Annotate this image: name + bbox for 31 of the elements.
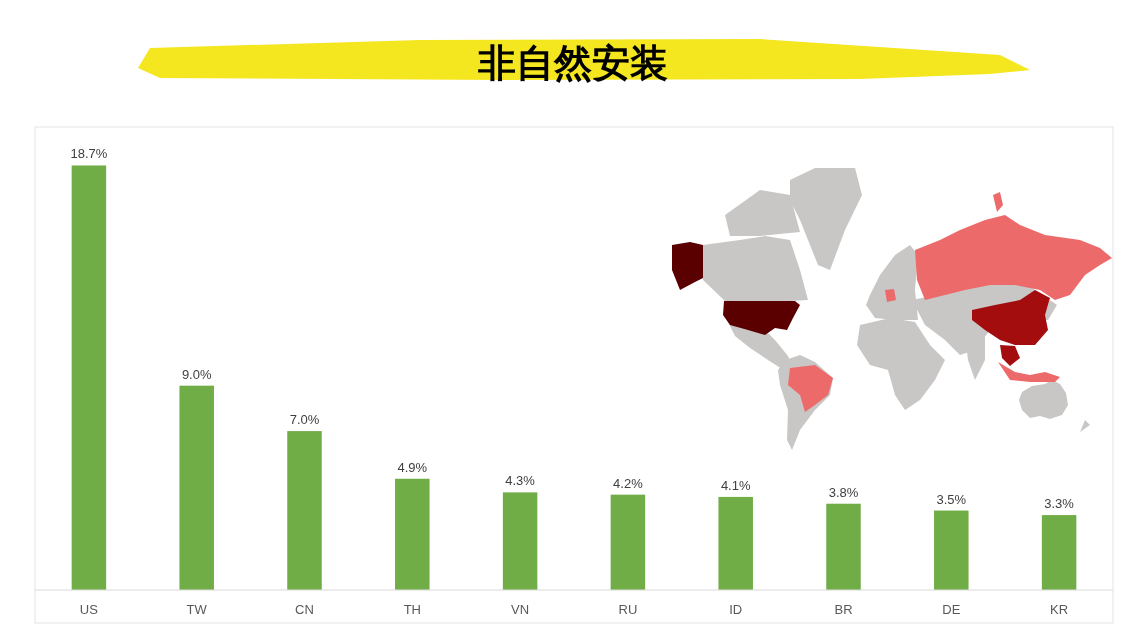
data-label: 4.3% bbox=[505, 473, 536, 489]
data-label: 3.8% bbox=[828, 484, 859, 500]
bar bbox=[395, 478, 430, 590]
data-label: 18.7% bbox=[70, 146, 108, 162]
bar bbox=[287, 431, 322, 590]
data-label: 4.9% bbox=[397, 459, 428, 475]
x-tick-label: KR bbox=[1050, 602, 1069, 617]
data-label: 7.0% bbox=[289, 412, 320, 428]
x-tick-label: US bbox=[79, 602, 99, 617]
bar bbox=[610, 494, 646, 590]
bar bbox=[718, 496, 753, 590]
data-label: 9.0% bbox=[181, 366, 212, 382]
bar bbox=[179, 385, 214, 590]
bar bbox=[1041, 515, 1077, 590]
x-tick-label: TW bbox=[186, 602, 208, 617]
x-tick-label: BR bbox=[834, 602, 853, 617]
bar bbox=[502, 492, 538, 590]
x-tick-label: VN bbox=[511, 602, 530, 617]
x-tick-label: TH bbox=[403, 602, 421, 617]
x-tick-label: CN bbox=[295, 602, 314, 617]
chart-title: 非自然安装 bbox=[477, 42, 668, 84]
bar bbox=[826, 503, 861, 590]
x-tick-label: DE bbox=[942, 602, 961, 617]
bar bbox=[71, 165, 107, 590]
data-label: 4.2% bbox=[613, 475, 644, 491]
x-tick-label: ID bbox=[729, 602, 743, 617]
bar bbox=[934, 510, 969, 590]
x-tick-label: RU bbox=[618, 602, 638, 617]
data-label: 3.3% bbox=[1044, 496, 1075, 512]
data-label: 3.5% bbox=[936, 491, 967, 507]
data-label: 4.1% bbox=[720, 477, 751, 493]
